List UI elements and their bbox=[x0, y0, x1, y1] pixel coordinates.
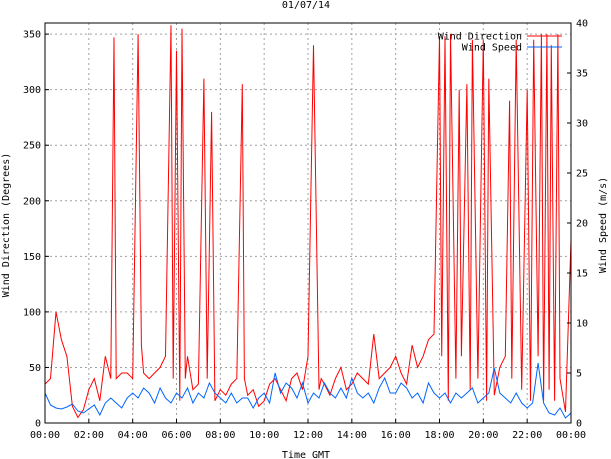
chart-title: 01/07/14 bbox=[282, 0, 330, 11]
x-tick-label: 22:00 bbox=[512, 430, 542, 441]
x-tick-label: 04:00 bbox=[118, 430, 148, 441]
x-tick-label: 18:00 bbox=[424, 430, 454, 441]
x-tick-label: 06:00 bbox=[161, 430, 191, 441]
x-tick-label: 16:00 bbox=[381, 430, 411, 441]
x-tick-label: 02:00 bbox=[74, 430, 104, 441]
y-tick-label-left: 250 bbox=[23, 141, 41, 152]
y-tick-label-left: 100 bbox=[23, 307, 41, 318]
y-tick-label-left: 350 bbox=[23, 30, 41, 41]
wind-direction-line bbox=[44, 25, 572, 419]
y-tick-label-right: 5 bbox=[576, 369, 582, 380]
ticks: 00:00 02:00 04:00 06:00 08:00 10:00 12:00 14:00… bbox=[23, 19, 588, 442]
legend-label: Wind Speed bbox=[462, 43, 522, 54]
x-tick-label: 14:00 bbox=[337, 430, 367, 441]
y-axis-label-left: Wind Direction (Degrees) bbox=[1, 153, 12, 298]
x-tick-label: 00:00 bbox=[30, 430, 60, 441]
y-tick-label-right: 0 bbox=[576, 419, 582, 430]
y-tick-label-left: 200 bbox=[23, 196, 41, 207]
x-tick-label: 00:00 bbox=[556, 430, 586, 441]
y-tick-label-left: 150 bbox=[23, 252, 41, 263]
x-tick-label: 10:00 bbox=[249, 430, 279, 441]
x-tick-label: 12:00 bbox=[293, 430, 323, 441]
y-tick-label-left: 300 bbox=[23, 85, 41, 96]
y-tick-label-right: 20 bbox=[576, 219, 588, 230]
y-tick-label-left: 50 bbox=[29, 363, 41, 374]
x-tick-label: 20:00 bbox=[468, 430, 498, 441]
y-tick-label-right: 30 bbox=[576, 119, 588, 130]
x-tick-label: 08:00 bbox=[205, 430, 235, 441]
legend-label: Wind Direction bbox=[438, 32, 522, 43]
y-axis-label-right: Wind Speed (m/s) bbox=[598, 177, 609, 273]
wind-speed-line bbox=[44, 362, 572, 419]
y-tick-label-right: 15 bbox=[576, 269, 588, 280]
y-tick-label-right: 10 bbox=[576, 319, 588, 330]
x-axis-label: Time GMT bbox=[282, 450, 330, 459]
y-tick-label-right: 35 bbox=[576, 69, 588, 80]
grid bbox=[45, 23, 571, 423]
y-tick-label-left: 0 bbox=[35, 419, 41, 430]
y-tick-label-right: 40 bbox=[576, 19, 588, 30]
series-layer bbox=[44, 25, 572, 419]
y-tick-label-right: 25 bbox=[576, 169, 588, 180]
